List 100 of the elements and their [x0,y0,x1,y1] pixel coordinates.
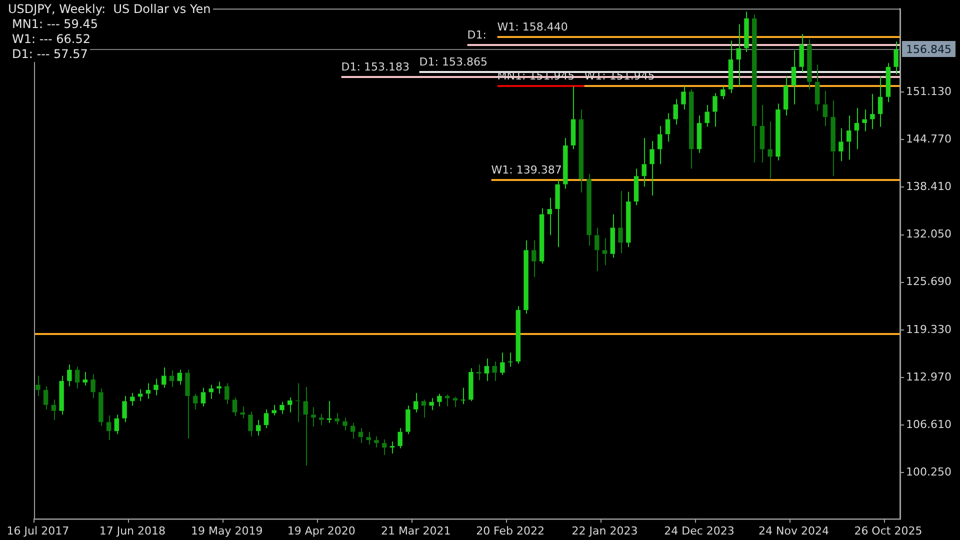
candlestick [736,24,741,87]
candlestick [460,387,466,405]
candlestick [452,396,458,408]
candlestick [154,378,158,396]
candlestick [814,64,820,112]
candlestick [634,168,639,206]
candlestick [98,388,104,426]
candlestick [232,396,238,417]
candlestick [712,92,718,128]
candlestick [138,388,143,402]
candlestick [169,370,174,388]
candlestick [696,115,702,154]
candlestick [200,387,206,407]
x-tick-label: 24 Nov 2024 [758,524,829,538]
y-tick-label: 112.970 [906,370,952,384]
candlestick [74,366,80,389]
candlestick [760,104,765,164]
annotation: W1: --- 66.52 [10,32,93,47]
candlestick [618,190,623,254]
candlestick [799,34,804,73]
ref-line-label: D1: 153.865 [419,55,488,68]
candlestick [704,104,710,128]
y-tick-label: 119.330 [906,322,952,336]
candlestick [43,386,48,410]
candlestick [406,405,410,435]
candlestick [437,393,442,407]
candlestick [776,103,780,161]
x-tick-label: 24 Dec 2023 [664,524,734,538]
candlestick [374,436,379,448]
candlestick [658,126,662,165]
ref-line-label: W1: 139.387 [491,163,562,176]
candlestick [830,100,836,177]
x-tick-label: 16 Jul 2017 [6,524,70,538]
annotation: D1: --- 57.57 [10,47,90,62]
x-tick-label: 22 Jan 2023 [572,524,638,538]
candlestick [350,422,356,440]
candlestick [626,191,631,248]
candlestick [358,428,364,444]
candlestick [783,76,788,116]
candlestick [51,399,56,420]
chart-title: USDJPY, Weekly: US Dollar vs Yen [6,2,213,17]
candlestick [563,137,568,190]
candlestick [689,88,694,170]
candlestick [846,115,852,160]
candlestick [413,392,418,413]
candlestick [177,369,182,386]
candlestick [193,393,198,410]
candlestick [130,392,135,406]
candlestick [673,98,678,126]
y-tick-label: 138.410 [906,180,952,194]
candlestick [122,395,127,423]
candlestick [398,428,402,449]
x-tick-label: 19 Apr 2020 [287,524,356,538]
x-tick-label: 21 Mar 2021 [380,524,451,538]
candlestick [67,364,72,387]
candlestick [744,11,749,52]
candlestick [342,417,348,431]
x-tick-label: 19 May 2019 [191,524,263,538]
candlestick [886,62,891,103]
y-tick-label: 144.770 [906,132,952,146]
candlestick [650,140,654,196]
candlestick [570,86,576,150]
candlestick [334,412,340,425]
candlestick [822,90,828,126]
candlestick [280,401,284,414]
candlestick [665,112,670,142]
candlestick [318,413,324,426]
candlestick [248,411,253,437]
ref-line-label: 156.845 [906,42,952,56]
candlestick [256,419,261,436]
candlestick [720,86,726,100]
candlestick [728,40,734,94]
candlestick [162,367,166,388]
candlestick [807,38,812,90]
candlestick [303,386,308,466]
candlestick [311,406,316,428]
candlestick [82,372,88,386]
candlestick [390,441,395,454]
candlestick [539,208,544,264]
y-tick-label: 100.250 [906,465,952,478]
candlestick [532,240,536,278]
candlestick [610,214,616,258]
candlestick [382,438,387,456]
candlestick [508,352,513,368]
candlestick [114,414,120,435]
candlestick [272,404,276,416]
x-tick-label: 20 Feb 2022 [476,524,545,538]
candlestick [484,358,490,382]
candlestick [224,382,230,405]
y-tick-label: 106.610 [906,418,952,431]
x-tick-label: 26 Oct 2025 [854,524,922,538]
candlestick [547,197,552,236]
candlestick [594,227,600,272]
y-tick-label: 125.690 [906,275,952,288]
candlestick [468,368,474,402]
candlestick [264,408,269,429]
candlestick [524,240,528,314]
candlestick [106,414,112,441]
candlestick [326,400,332,424]
candlestick [476,364,482,381]
